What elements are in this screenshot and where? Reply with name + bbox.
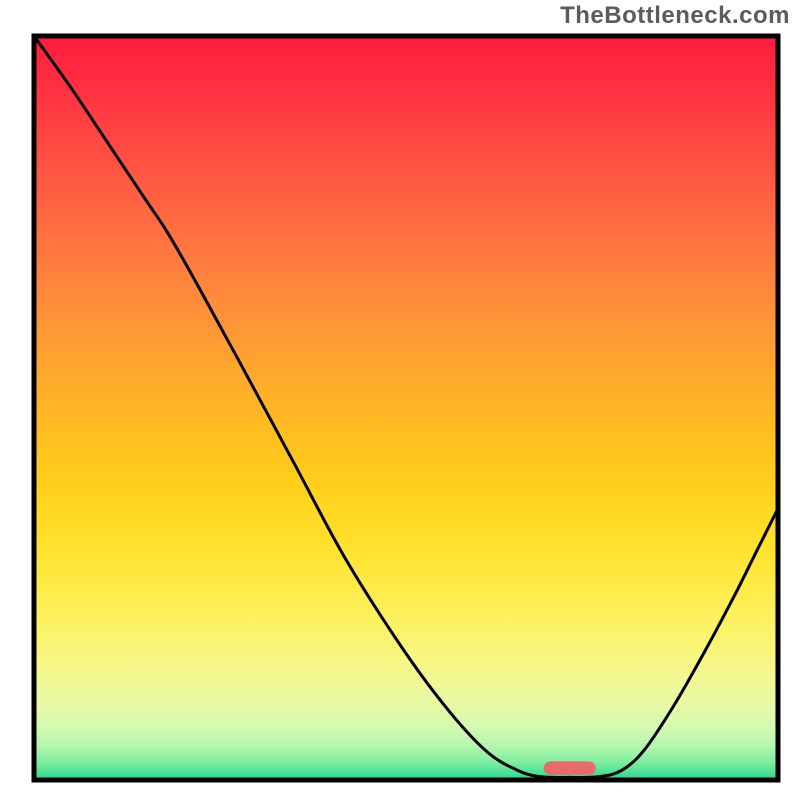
chart-stage: TheBottleneck.com — [0, 0, 800, 800]
bottleneck-chart-svg — [0, 0, 800, 800]
chart-background — [34, 36, 778, 780]
watermark-text: TheBottleneck.com — [560, 2, 790, 30]
valley-marker — [544, 761, 596, 774]
